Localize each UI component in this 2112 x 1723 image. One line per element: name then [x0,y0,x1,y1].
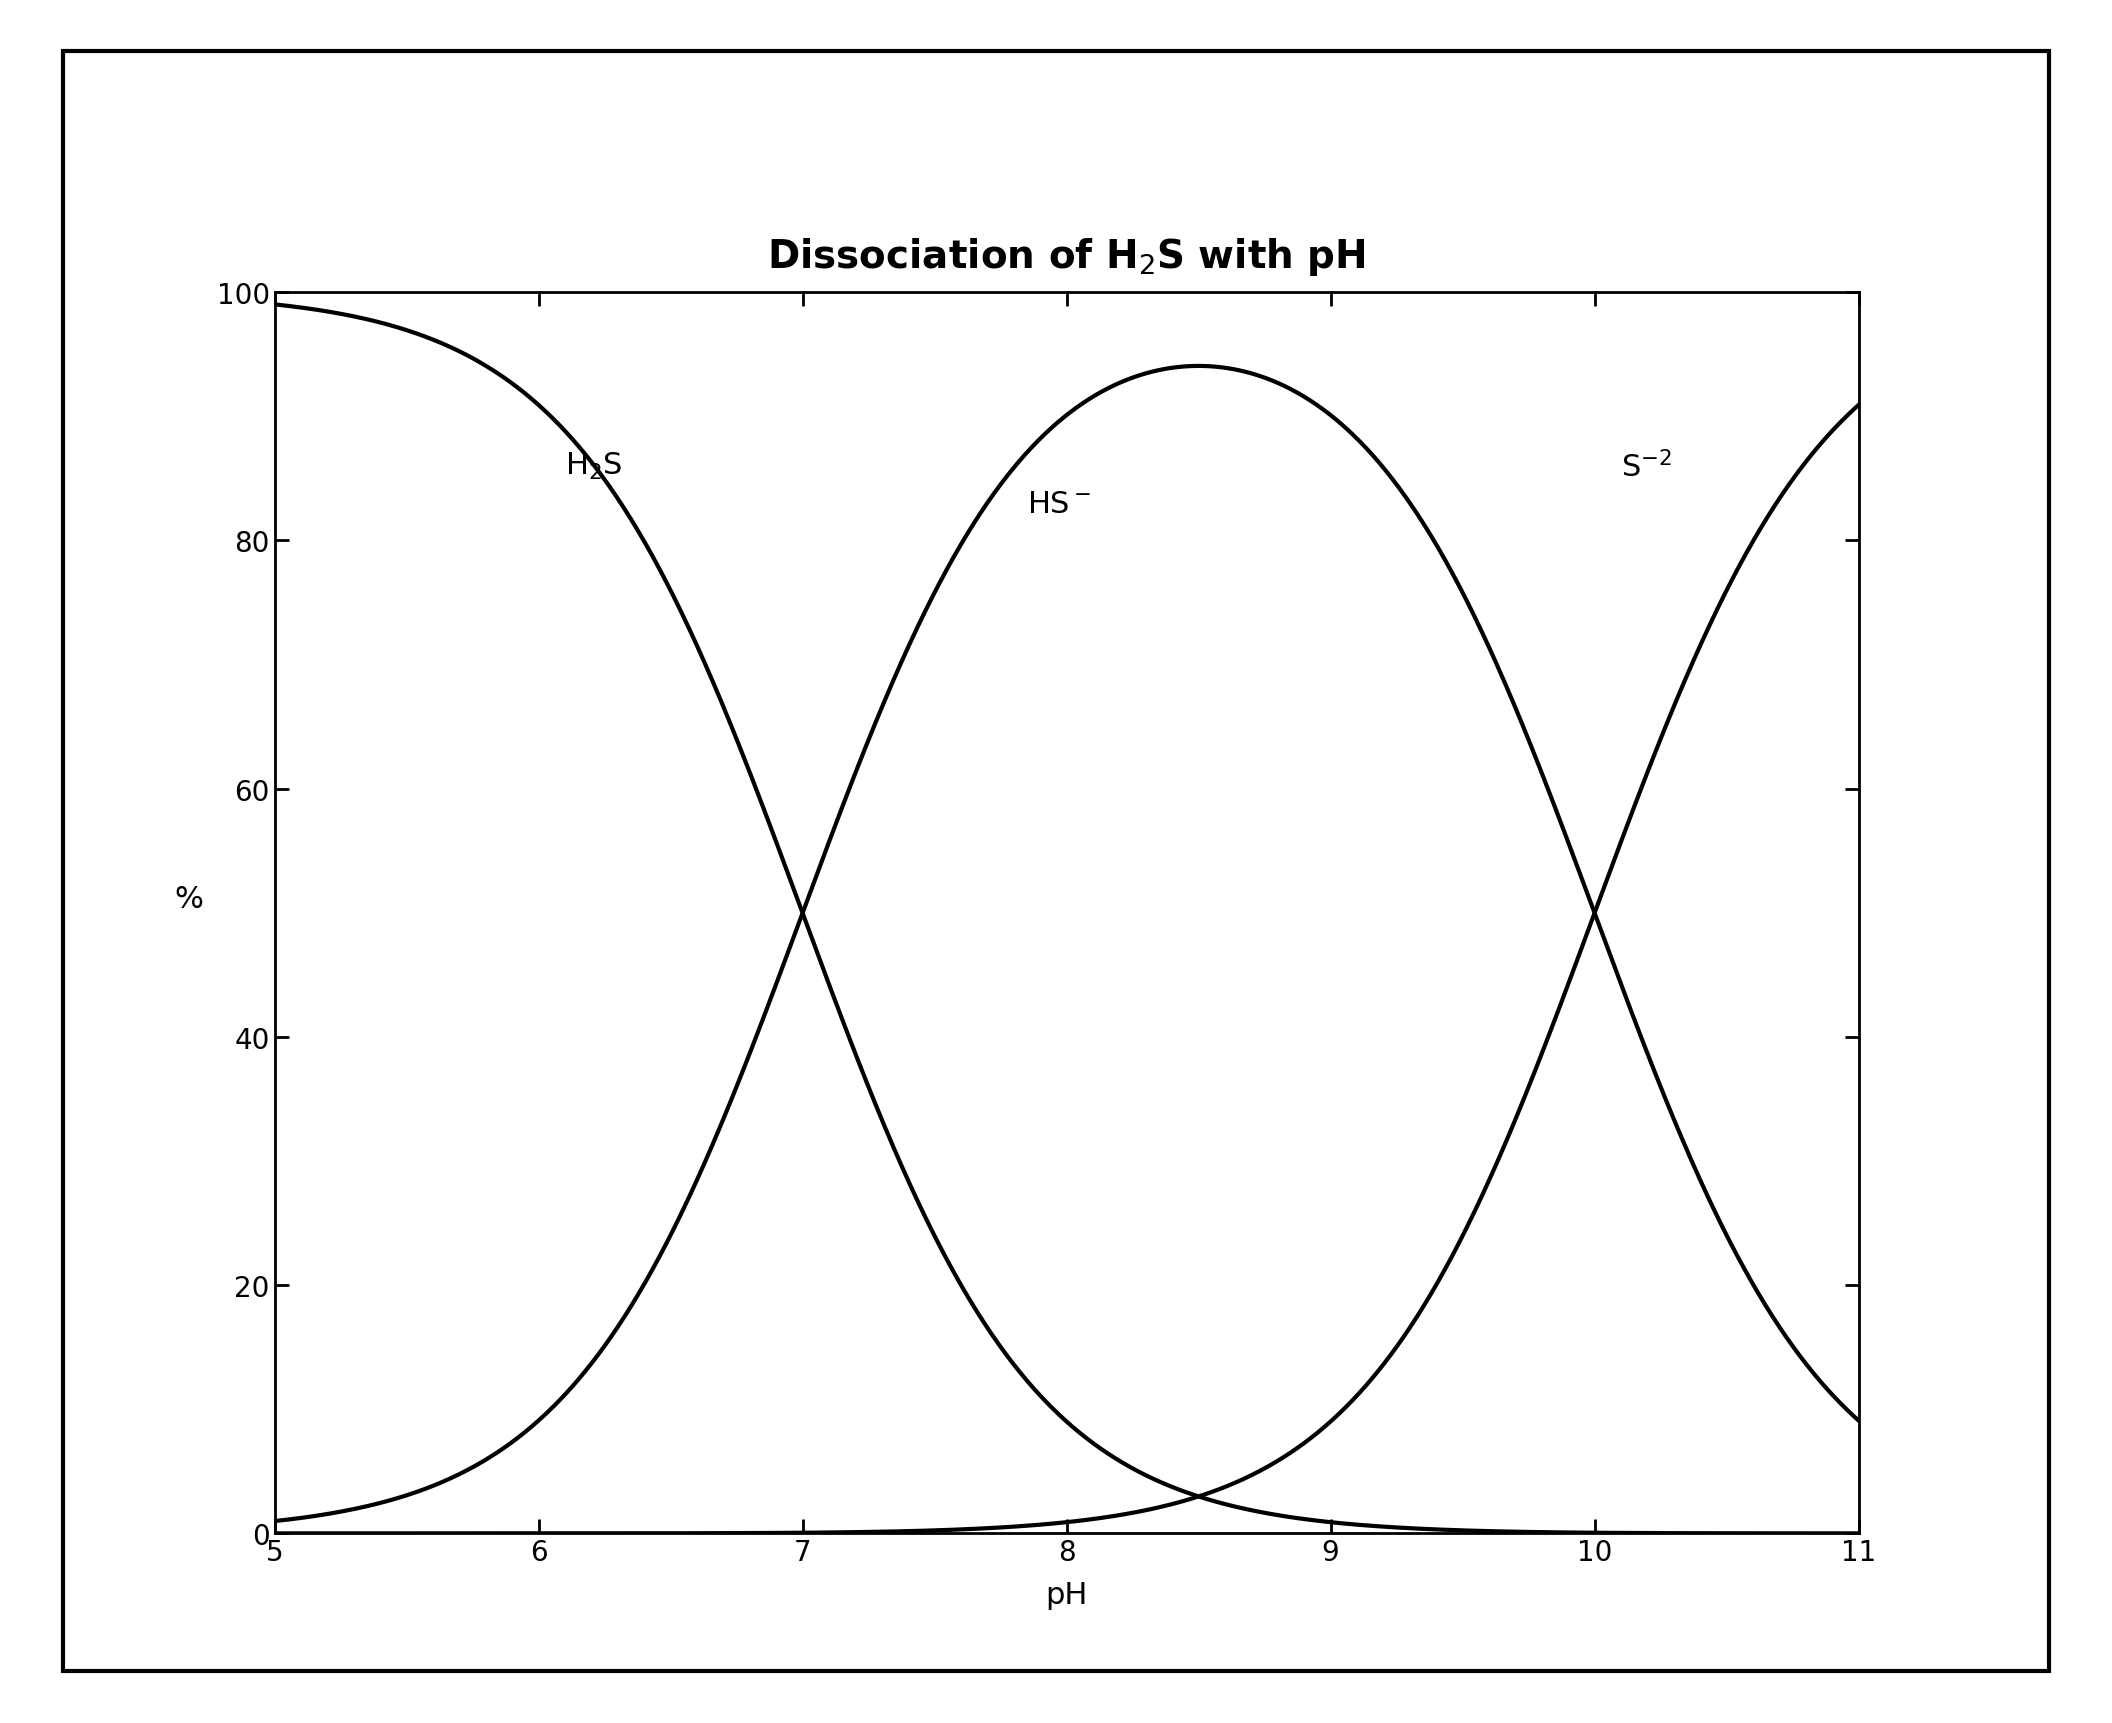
Text: H$_2$S: H$_2$S [566,451,623,482]
Text: S$^{-2}$: S$^{-2}$ [1622,450,1673,482]
Text: HS$^-$: HS$^-$ [1026,489,1092,519]
X-axis label: pH: pH [1045,1580,1088,1609]
FancyBboxPatch shape [63,52,2049,1671]
Title: Dissociation of H$_2$S with pH: Dissociation of H$_2$S with pH [767,236,1366,277]
Y-axis label: %: % [175,884,203,913]
